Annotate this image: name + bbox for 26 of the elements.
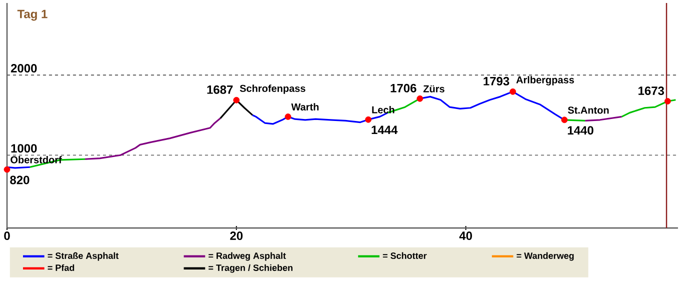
annotation: Zürs — [423, 85, 444, 92]
annotation: Schrofenpass — [240, 84, 306, 94]
data-label: 1444 — [372, 126, 398, 134]
data-label: 820 — [10, 176, 30, 184]
data-label: 1793 — [484, 76, 510, 86]
y-tick-label: 1000 — [11, 144, 37, 153]
annotation: Oberstdorf — [10, 156, 62, 164]
annotation: St.Anton — [568, 106, 609, 114]
x-tick-label: 0 — [4, 232, 10, 240]
y-tick-label: 2000 — [10, 64, 37, 73]
legend-label: = Radweg Asphalt — [208, 252, 286, 261]
legend-label: = Wanderweg — [516, 252, 574, 261]
x-tick-label: 20 — [230, 232, 243, 240]
legend-label: = Tragen / Schieben — [208, 264, 292, 273]
data-label: 1673 — [638, 86, 664, 96]
legend-label: = Pfad — [48, 264, 74, 271]
text: Tag 1 — [17, 10, 48, 21]
legend-label: = Straße Asphalt — [48, 252, 119, 261]
annotation: Warth — [291, 103, 319, 110]
legend-label: = Schotter — [382, 252, 427, 259]
data-label: 1706 — [390, 84, 416, 92]
data-label: 1687 — [207, 85, 233, 94]
data-label: 1440 — [568, 126, 594, 135]
annotation: Lech — [372, 106, 394, 114]
x-tick-label: 40 — [459, 232, 472, 240]
annotation: Arlbergpass — [516, 76, 574, 86]
